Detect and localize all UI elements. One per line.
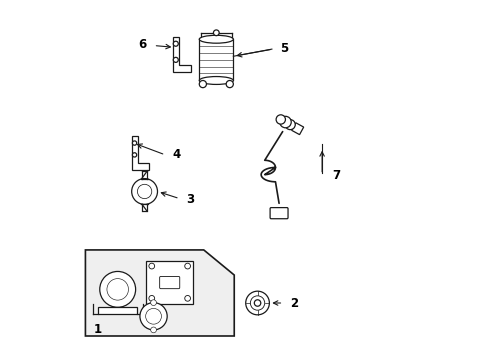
Circle shape: [149, 263, 155, 269]
Polygon shape: [85, 250, 234, 336]
Circle shape: [140, 303, 167, 330]
Polygon shape: [147, 261, 193, 304]
Circle shape: [226, 81, 233, 87]
Circle shape: [276, 115, 286, 124]
FancyBboxPatch shape: [160, 276, 180, 289]
Circle shape: [132, 141, 137, 145]
Text: 7: 7: [332, 169, 341, 182]
Circle shape: [151, 300, 156, 306]
Text: 3: 3: [186, 193, 195, 206]
Circle shape: [100, 271, 136, 307]
FancyBboxPatch shape: [270, 208, 288, 219]
Text: 4: 4: [172, 148, 180, 161]
Ellipse shape: [199, 35, 233, 43]
Circle shape: [173, 41, 178, 46]
Polygon shape: [292, 123, 304, 135]
Circle shape: [285, 120, 295, 130]
Circle shape: [107, 279, 128, 300]
Circle shape: [254, 300, 261, 306]
Polygon shape: [132, 136, 149, 170]
Text: 5: 5: [280, 41, 289, 54]
Circle shape: [132, 179, 157, 204]
Text: 6: 6: [139, 38, 147, 51]
Circle shape: [146, 309, 161, 324]
Text: 2: 2: [291, 297, 298, 310]
Circle shape: [173, 57, 178, 62]
Polygon shape: [173, 37, 191, 72]
Circle shape: [149, 296, 155, 301]
Circle shape: [280, 116, 291, 128]
Polygon shape: [98, 307, 137, 314]
Text: 1: 1: [93, 323, 101, 336]
Ellipse shape: [199, 77, 233, 85]
Circle shape: [137, 184, 152, 199]
Circle shape: [132, 153, 137, 157]
Circle shape: [245, 291, 270, 315]
Circle shape: [151, 327, 156, 333]
Circle shape: [214, 30, 219, 36]
Circle shape: [185, 263, 191, 269]
Circle shape: [185, 296, 191, 301]
Circle shape: [250, 296, 265, 310]
Circle shape: [199, 81, 206, 87]
